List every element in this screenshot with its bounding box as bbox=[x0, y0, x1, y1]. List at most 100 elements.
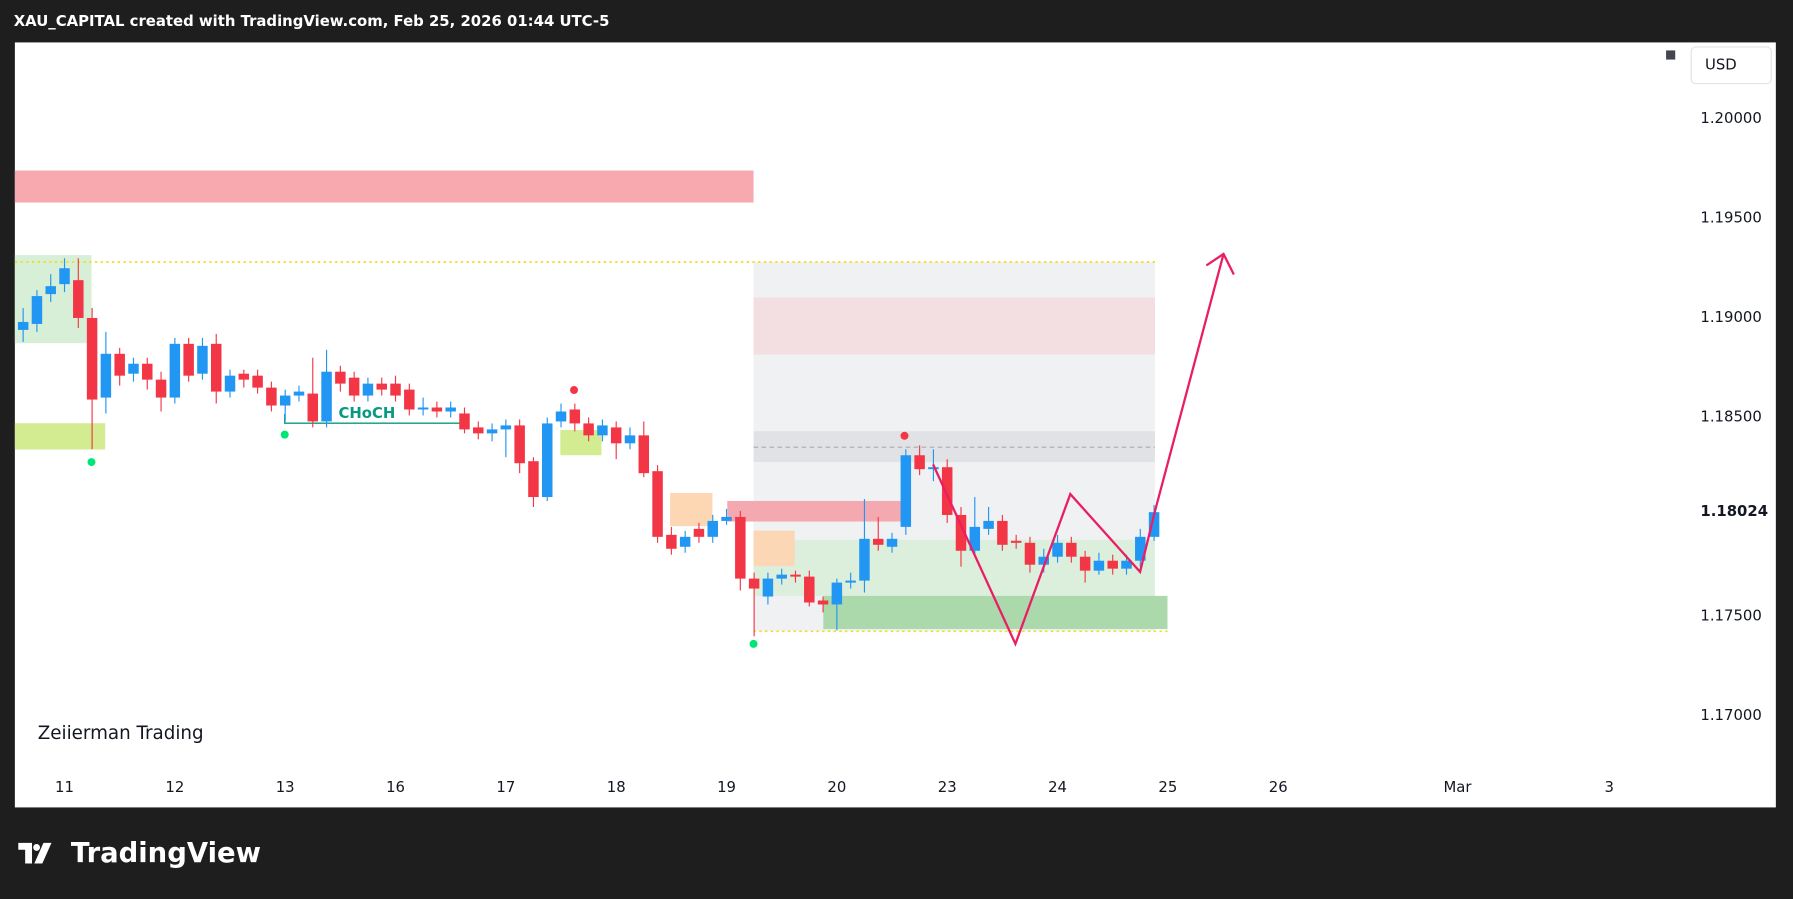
x-tick-label: 19 bbox=[717, 778, 736, 796]
y-tick-label: 1.17000 bbox=[1700, 706, 1761, 724]
candle-body bbox=[983, 520, 994, 529]
candle-body bbox=[721, 516, 732, 521]
candle-body bbox=[679, 536, 691, 547]
candle-body bbox=[748, 578, 760, 589]
candle-body bbox=[59, 268, 70, 285]
candle-body bbox=[941, 467, 953, 515]
x-tick-label: 23 bbox=[938, 778, 957, 796]
candle-body bbox=[431, 407, 443, 412]
projection-path bbox=[932, 253, 1225, 647]
currency: USD bbox=[1705, 55, 1737, 73]
candle-body bbox=[555, 411, 567, 422]
candle-body bbox=[1093, 560, 1105, 571]
supply-zone bbox=[14, 170, 754, 203]
swing-dot bbox=[900, 431, 909, 440]
projection bbox=[932, 252, 1235, 647]
candle-body bbox=[817, 600, 829, 605]
candle-body bbox=[790, 574, 801, 577]
candle-body bbox=[583, 423, 594, 436]
brand-logo: TradingView bbox=[18, 838, 261, 869]
x-tick-label: 26 bbox=[1269, 778, 1288, 796]
candle-body bbox=[348, 377, 360, 396]
candles bbox=[17, 258, 1160, 637]
candle-body bbox=[707, 520, 718, 537]
candle-body bbox=[73, 280, 84, 318]
zone bbox=[753, 530, 795, 567]
candle-body bbox=[390, 383, 401, 396]
candle-body bbox=[666, 534, 677, 549]
last-price-label: 1.18024 bbox=[1700, 502, 1768, 520]
candle-body bbox=[31, 296, 43, 324]
candle-body bbox=[376, 383, 387, 390]
candle-body bbox=[321, 371, 332, 422]
y-tick-label: 1.20000 bbox=[1700, 109, 1761, 127]
x-tick-label: 13 bbox=[276, 778, 295, 796]
y-tick-label: 1.19500 bbox=[1700, 208, 1761, 226]
candle-body bbox=[859, 538, 870, 581]
candle-body bbox=[762, 578, 774, 597]
candle-body bbox=[1010, 540, 1022, 543]
candle-body bbox=[638, 435, 650, 474]
zone bbox=[727, 500, 902, 522]
candle-body bbox=[541, 423, 553, 498]
zone bbox=[753, 431, 1155, 463]
candle-body bbox=[1066, 542, 1077, 557]
candle-body bbox=[569, 409, 581, 424]
zone bbox=[670, 492, 713, 527]
candle-body bbox=[86, 317, 98, 400]
candle-body bbox=[307, 393, 319, 422]
candle-body bbox=[266, 387, 277, 406]
x-tick-label: 11 bbox=[55, 778, 74, 796]
currency-button[interactable] bbox=[1690, 46, 1772, 85]
x-tick-label: Mar bbox=[1443, 778, 1472, 796]
candle-body bbox=[128, 363, 139, 374]
candle-body bbox=[17, 321, 29, 330]
candle-body bbox=[224, 375, 236, 392]
candle-body bbox=[1024, 542, 1036, 565]
candle-body bbox=[528, 461, 539, 498]
candle-body bbox=[335, 371, 346, 384]
candle-body bbox=[845, 580, 856, 583]
candle-body bbox=[873, 538, 884, 545]
x-tick-label: 25 bbox=[1158, 778, 1177, 796]
brand-icon bbox=[18, 842, 52, 864]
candle-body bbox=[1107, 560, 1118, 569]
brand-name: TradingView bbox=[71, 838, 261, 869]
arrow-head bbox=[1205, 252, 1235, 276]
candle-body bbox=[45, 286, 56, 295]
candle-body bbox=[1135, 536, 1146, 561]
zone bbox=[753, 297, 1155, 355]
candle-body bbox=[955, 514, 967, 551]
candle-body bbox=[514, 425, 525, 464]
x-tick-label: 3 bbox=[1604, 778, 1613, 796]
candle-body bbox=[183, 343, 194, 376]
candle-body bbox=[735, 516, 746, 579]
swing-dot bbox=[570, 386, 579, 395]
settings-icon[interactable] bbox=[1666, 50, 1676, 60]
candle-body bbox=[500, 425, 512, 430]
x-tick-label: 12 bbox=[165, 778, 184, 796]
brand-icon bbox=[33, 844, 41, 851]
candle-body bbox=[417, 407, 429, 410]
zone bbox=[560, 430, 602, 456]
candle-body bbox=[886, 538, 898, 547]
candle-body bbox=[362, 383, 374, 396]
y-tick-label: 1.18500 bbox=[1700, 407, 1761, 425]
candle-body bbox=[100, 353, 112, 398]
candle-body bbox=[445, 407, 456, 412]
candle-body bbox=[1148, 512, 1160, 537]
candle-body bbox=[473, 427, 484, 434]
swing-dot bbox=[280, 430, 289, 439]
candle-body bbox=[486, 429, 498, 434]
x-tick-label: 24 bbox=[1048, 778, 1067, 796]
x-tick-label: 20 bbox=[827, 778, 846, 796]
candle-body bbox=[1052, 542, 1063, 557]
swing-dot bbox=[749, 639, 758, 648]
price-tag bbox=[1690, 500, 1773, 524]
swing-dot bbox=[87, 458, 96, 467]
candle-body bbox=[155, 379, 167, 398]
y-tick-label: 1.19000 bbox=[1700, 308, 1761, 326]
candle-body bbox=[459, 413, 470, 430]
